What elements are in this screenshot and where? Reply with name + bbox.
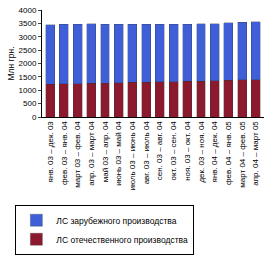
svg-text:3000: 3000 (19, 33, 37, 42)
svg-text:2500: 2500 (19, 46, 37, 55)
svg-text:ЛС зарубежного производства: ЛС зарубежного производства (56, 216, 176, 226)
svg-text:янв. 03 – дек. 03: янв. 03 – дек. 03 (46, 121, 55, 183)
svg-text:май 03 – апр. 04: май 03 – апр. 04 (101, 121, 110, 183)
svg-text:апр. 03 – март 04: апр. 03 – март 04 (87, 121, 96, 186)
svg-text:март 04 – фев. 05: март 04 – фев. 05 (238, 121, 247, 188)
svg-text:окт. 03 – сен. 04: окт. 03 – сен. 04 (169, 121, 178, 181)
svg-text:март 03 – фев. 04: март 03 – фев. 04 (73, 121, 82, 188)
svg-text:500: 500 (23, 99, 37, 108)
svg-text:фев. 03 – янв. 04: фев. 03 – янв. 04 (60, 121, 69, 185)
svg-text:0: 0 (32, 113, 37, 122)
svg-text:1500: 1500 (19, 73, 37, 82)
svg-text:сен. 03 – авг. 04: сен. 03 – авг. 04 (155, 121, 164, 181)
svg-text:июль 03 – июнь 04: июль 03 – июнь 04 (128, 121, 137, 191)
svg-text:июнь 03 – май 04: июнь 03 – май 04 (114, 121, 123, 186)
svg-text:2000: 2000 (19, 59, 37, 68)
svg-text:дек. 03 – ноя. 04: дек. 03 – ноя. 04 (197, 121, 206, 183)
svg-text:апр. 04 – март 05: апр. 04 – март 05 (251, 121, 260, 186)
svg-text:4000: 4000 (19, 6, 37, 15)
svg-text:янв. 04 – дек. 04: янв. 04 – дек. 04 (210, 121, 219, 183)
svg-text:ноя. 03 – окт. 04: ноя. 03 – окт. 04 (183, 121, 192, 181)
svg-text:авг. 03 – июль 04: авг. 03 – июль 04 (142, 121, 151, 185)
svg-text:3500: 3500 (19, 19, 37, 28)
svg-text:Млн грн.: Млн грн. (6, 47, 16, 81)
svg-text:1000: 1000 (19, 86, 37, 95)
svg-text:фев. 04 – янв. 05: фев. 04 – янв. 05 (224, 121, 233, 185)
svg-text:ЛС отечественного производства: ЛС отечественного производства (56, 235, 188, 245)
